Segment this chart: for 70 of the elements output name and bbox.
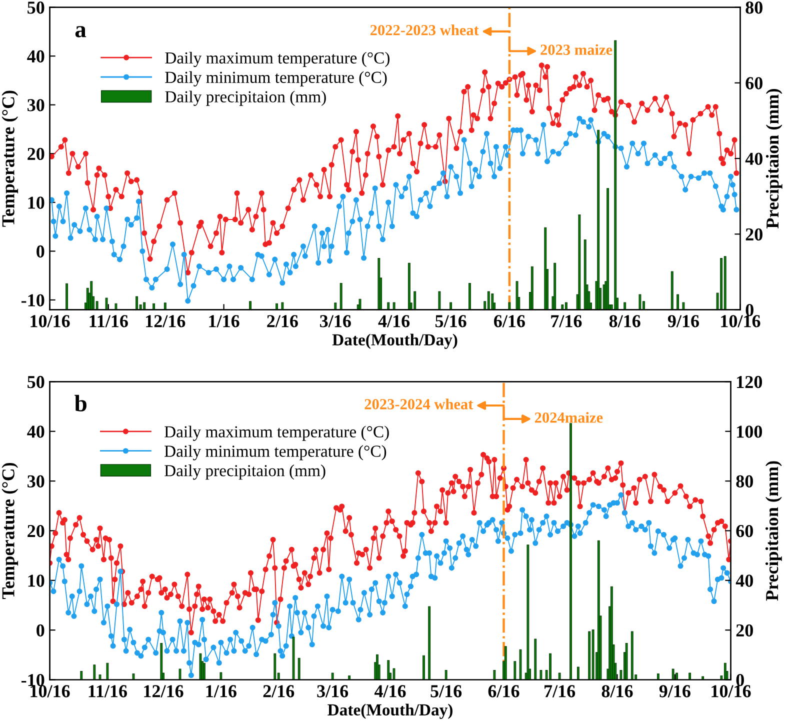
x-tick-label: 9/16 xyxy=(659,685,690,698)
y2-axis-title: Precipitaion (mm) xyxy=(765,461,782,601)
annotation: 2023-2024 wheat xyxy=(364,398,474,410)
x-tick-label: 10/16 xyxy=(30,685,70,698)
y-axis-title: Temperature (°C) xyxy=(2,90,18,227)
y-tick-label: -10 xyxy=(22,294,44,306)
x-tick-label: 8/16 xyxy=(609,315,640,328)
x-tick-label: 7/16 xyxy=(544,685,576,698)
x-tick-label: 9/16 xyxy=(668,315,699,328)
legend-label: Daily precipitaion (mm) xyxy=(164,464,326,480)
x-tick-label: 7/16 xyxy=(551,315,582,328)
chart-title: b xyxy=(74,394,86,412)
x-tick-label: 10/16 xyxy=(721,315,760,328)
y-tick-label: 40 xyxy=(27,50,44,62)
x-tick-label: 11/16 xyxy=(90,315,128,328)
y-tick-label: 40 xyxy=(27,426,44,438)
y2-axis-title: Precipitaion (mm) xyxy=(766,88,782,228)
x-tick-label: 5/16 xyxy=(430,685,462,698)
annotation: 2022-2023 wheat xyxy=(370,24,479,36)
y2-tick-label: 60 xyxy=(736,524,753,538)
legend-label: Daily minimum temperature (°C) xyxy=(164,445,386,460)
y2-tick-label: 80 xyxy=(736,475,753,488)
y-tick-label: 10 xyxy=(28,196,44,209)
x-tick-label: 3/16 xyxy=(317,685,348,698)
y-tick-label: -10 xyxy=(22,674,44,686)
text: a xyxy=(75,26,86,38)
x-tick-label: 4/16 xyxy=(374,685,406,698)
y-tick-label: 50 xyxy=(28,376,44,388)
legend-label: Daily maximum temperature (°C) xyxy=(164,426,389,441)
y2-tick-label: 20 xyxy=(746,228,762,241)
x-tick-label: 12/16 xyxy=(144,685,184,698)
x-tick-label: 5/16 xyxy=(435,315,466,328)
x-axis-title: Date(Mouth/Day) xyxy=(328,704,452,719)
x-tick-label: 12/16 xyxy=(146,315,186,328)
y-tick-label: 0 xyxy=(36,245,44,258)
annotation: 2024maize xyxy=(534,412,603,423)
y2-tick-label: 0 xyxy=(736,674,744,686)
y2-tick-label: 0 xyxy=(746,304,754,316)
y2-tick-label: 80 xyxy=(746,2,762,14)
legend-label: Daily minimum temperature (°C) xyxy=(165,71,387,86)
legend-label: Daily maximum temperature (°C) xyxy=(165,52,390,68)
y-axis-title: Temperature (°C) xyxy=(2,462,18,599)
x-tick-label: 1/16 xyxy=(209,315,240,328)
x-tick-label: 2/16 xyxy=(267,315,298,328)
y-tick-label: 20 xyxy=(28,148,44,160)
y2-tick-label: 100 xyxy=(737,426,762,438)
x-tick-label: 10/16 xyxy=(712,685,751,698)
y-tick-label: 50 xyxy=(28,2,44,14)
x-tick-label: 4/16 xyxy=(378,315,410,328)
x-tick-label: 6/16 xyxy=(488,685,520,698)
y2-tick-label: 120 xyxy=(737,376,762,388)
y-tick-label: 30 xyxy=(28,99,44,112)
y2-tick-label: 40 xyxy=(745,152,762,165)
y-tick-label: 10 xyxy=(28,574,44,587)
x-axis-title: Date(Mouth/Day) xyxy=(332,334,458,349)
x-tick-label: 8/16 xyxy=(602,685,633,698)
y2-tick-label: 40 xyxy=(736,574,753,587)
x-tick-label: 1/16 xyxy=(206,685,236,698)
x-tick-label: 2/16 xyxy=(263,685,294,698)
x-tick-label: 3/16 xyxy=(320,315,351,328)
x-tick-label: 6/16 xyxy=(494,315,525,328)
y2-tick-label: 20 xyxy=(736,624,753,637)
y2-tick-label: 60 xyxy=(746,77,762,90)
y-tick-label: 20 xyxy=(28,524,44,538)
x-tick-label: 10/16 xyxy=(30,315,70,328)
x-tick-label: 11/16 xyxy=(88,685,127,698)
y-tick-label: 0 xyxy=(36,624,44,637)
y-tick-label: 30 xyxy=(28,475,44,488)
legend-label: Daily precipitaion (mm) xyxy=(165,90,326,106)
annotation: 2023 maize xyxy=(540,44,612,55)
